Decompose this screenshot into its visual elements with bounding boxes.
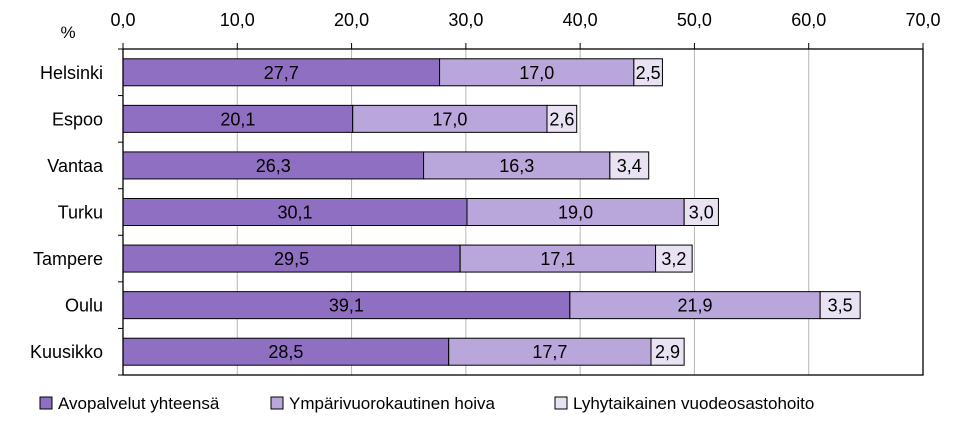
x-tick-label: 30,0 <box>448 10 483 30</box>
data-label: 26,3 <box>256 156 291 176</box>
legend-label: Lyhytaikainen vuodeosastohoito <box>573 394 814 413</box>
category-label: Turku <box>58 203 103 223</box>
bar-segment <box>122 244 461 273</box>
data-label: 3,4 <box>617 156 642 176</box>
bar-segment <box>439 58 635 87</box>
data-label: 2,6 <box>549 109 574 129</box>
bar-segment <box>122 291 571 320</box>
x-tick-label: 20,0 <box>334 10 369 30</box>
bar-segment <box>609 151 650 180</box>
x-axis: 0,0 10,0 20,0 30,0 40,0 50,0 60,0 70,0 <box>110 10 941 376</box>
bar-segment <box>466 198 685 226</box>
category-labels: Helsinki Espoo Vantaa Turku Tampere Oulu Kuusi… <box>30 63 104 362</box>
data-label: 3,0 <box>689 203 714 223</box>
bar-segment <box>423 151 611 180</box>
category-label: Espoo <box>52 109 103 129</box>
bar-segment <box>448 337 652 366</box>
x-tick-label: 40,0 <box>563 10 598 30</box>
bar-segment <box>122 198 468 226</box>
bar-segment <box>546 104 578 133</box>
bar-segment <box>122 337 450 366</box>
legend: Avopalvelut yhteensä Ympärivuorokautinen … <box>39 394 814 413</box>
data-label: 27,7 <box>264 63 299 83</box>
data-label: 28,5 <box>268 342 303 362</box>
plot-frame <box>122 48 924 376</box>
data-label: 17,1 <box>540 249 575 269</box>
bar-segment <box>683 198 719 226</box>
data-label: 17,7 <box>532 342 567 362</box>
category-label: Kuusikko <box>30 342 103 362</box>
category-label: Tampere <box>33 249 103 269</box>
data-label: 39,1 <box>329 296 364 316</box>
data-label: 21,9 <box>677 296 712 316</box>
category-label: Vantaa <box>47 156 104 176</box>
x-tick-label: 60,0 <box>791 10 826 30</box>
bar-segment <box>569 291 821 320</box>
bars: 27,7 17,0 2,5 20,1 17,0 2,6 26,3 16,3 3,4 30,1 19,… <box>122 58 861 366</box>
bar-segment <box>650 337 685 366</box>
category-label: Oulu <box>65 296 103 316</box>
category-label: Helsinki <box>40 63 103 83</box>
x-tick-label: 50,0 <box>677 10 712 30</box>
data-label: 2,5 <box>636 63 661 83</box>
legend-swatch <box>39 396 53 410</box>
data-label: 3,5 <box>828 296 853 316</box>
data-label: 20,1 <box>220 109 255 129</box>
data-label: 17,0 <box>519 63 554 83</box>
legend-label: Avopalvelut yhteensä <box>58 394 220 413</box>
bar-segment <box>122 104 354 133</box>
bar-segment <box>459 244 657 273</box>
data-label: 29,5 <box>274 249 309 269</box>
legend-swatch <box>554 396 568 410</box>
x-tick-label: 10,0 <box>220 10 255 30</box>
data-label: 30,1 <box>277 203 312 223</box>
x-tick-label: 70,0 <box>905 10 940 30</box>
bar-segment <box>655 244 693 273</box>
legend-swatch <box>270 396 284 410</box>
data-label: 2,9 <box>655 342 680 362</box>
x-tick-label: 0,0 <box>110 10 135 30</box>
data-label: 17,0 <box>432 109 467 129</box>
data-label: 16,3 <box>499 156 534 176</box>
bar-segment <box>633 58 663 87</box>
data-label: 19,0 <box>558 203 593 223</box>
bar-segment <box>819 291 861 320</box>
legend-label: Ympärivuorokautinen hoiva <box>289 394 496 413</box>
unit-label: % <box>60 23 75 42</box>
data-label: 3,2 <box>661 249 686 269</box>
